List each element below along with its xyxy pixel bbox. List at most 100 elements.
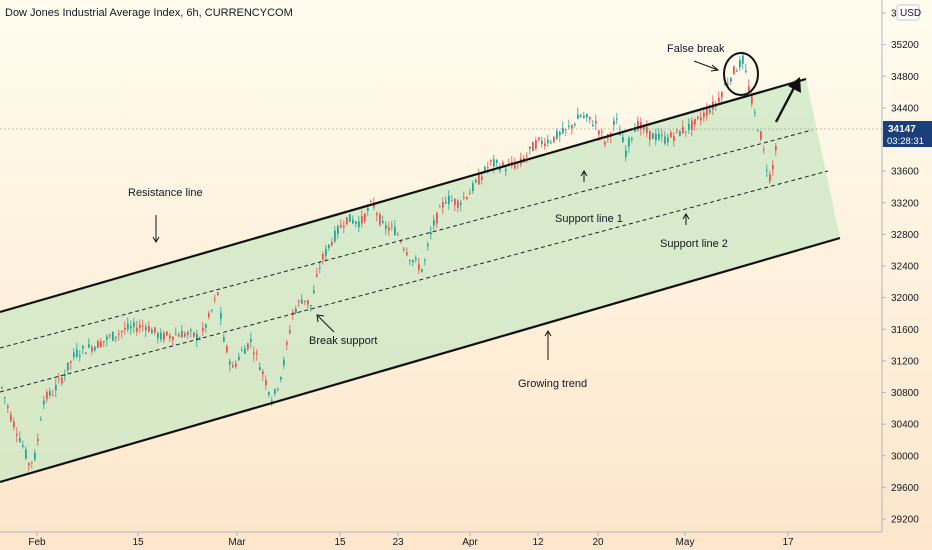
candle-body [67, 362, 69, 371]
candle-body [244, 348, 246, 354]
candle-body [499, 167, 501, 171]
price-tick-label: 34400 [891, 103, 919, 114]
time-axis-ticks: Feb 15 Mar 15 23 Apr 12 20 May 17 [28, 532, 794, 548]
candle-body [217, 292, 219, 295]
candle-body [622, 137, 624, 143]
candle-body [466, 197, 468, 200]
time-tick-label: Feb [28, 537, 46, 548]
candle-body [628, 137, 630, 147]
candle-body [277, 388, 279, 390]
candle-body [574, 123, 576, 126]
candle-body [691, 120, 693, 131]
candle-body [25, 449, 27, 459]
candle-body [367, 208, 369, 211]
candle-body [595, 121, 597, 124]
candle-body [706, 108, 708, 116]
candle-body [226, 346, 228, 353]
candle-body [301, 299, 303, 304]
candle-body [115, 336, 117, 338]
candle-body [625, 150, 627, 157]
candle-body [643, 126, 645, 130]
candle-body [70, 361, 72, 363]
candle-body [271, 400, 273, 403]
candle-body [13, 421, 15, 428]
candle-body [469, 193, 471, 195]
candle-body [151, 329, 153, 334]
candle-body [298, 300, 300, 302]
target-arrow-head [788, 77, 801, 93]
candle-body [481, 176, 483, 180]
price-tick-label: 30000 [891, 451, 919, 462]
candle-body [316, 274, 318, 277]
candle-body [484, 166, 486, 173]
candle-body [331, 242, 333, 246]
candle-body [289, 330, 291, 333]
candle-body [403, 248, 405, 250]
candle-body [433, 220, 435, 226]
candle-body [451, 200, 453, 202]
channel-fill [0, 79, 840, 482]
candle-body [589, 116, 591, 120]
candle-body [43, 400, 45, 405]
candle-body [73, 352, 75, 358]
candle-body [478, 174, 480, 185]
candle-body [430, 232, 432, 235]
candle-body [733, 66, 735, 74]
candle-body [415, 258, 417, 260]
price-tick-label: 31200 [891, 356, 919, 367]
candle-body [364, 213, 366, 222]
candle-body [529, 146, 531, 149]
candle-body [727, 83, 729, 85]
candle-body [16, 434, 18, 436]
candle-body [232, 365, 234, 368]
candle-body [394, 226, 396, 236]
candle-body [418, 264, 420, 270]
trend-support-line [0, 236, 841, 484]
candle-body [439, 206, 441, 208]
resistance-pointer-head [152, 236, 160, 243]
support1-label: Support line 1 [555, 213, 623, 225]
candle-body [175, 333, 177, 335]
candle-body [196, 333, 198, 341]
currency-badge[interactable] [896, 4, 920, 21]
candle-body [85, 352, 87, 355]
time-tick-label: 12 [532, 537, 544, 548]
candle-body [46, 392, 48, 400]
candle-body [253, 352, 255, 355]
candle-body [34, 452, 36, 460]
candle-body [688, 123, 690, 130]
candle-body [763, 149, 765, 151]
candle-body [304, 300, 306, 302]
candle-body [673, 136, 675, 141]
false-break-label: False break [667, 43, 725, 55]
candle-body [580, 115, 582, 117]
time-tick-label: May [676, 537, 695, 548]
candle-body [112, 331, 114, 341]
time-tick-label: 17 [782, 537, 794, 548]
false-break-pointer-head [710, 64, 720, 72]
candle-body [184, 333, 186, 337]
last-price-value: 34147 [888, 124, 916, 135]
candle-body [205, 324, 207, 328]
candle-body [751, 96, 753, 104]
candle-body [223, 337, 225, 342]
candle-body [55, 384, 57, 391]
candle-body [292, 312, 294, 315]
candle-body [322, 254, 324, 260]
candle-body [559, 132, 561, 136]
candle-body [343, 225, 345, 228]
candle-body [247, 343, 249, 350]
candle-body [133, 322, 135, 328]
candle-body [241, 350, 243, 352]
candle-body [262, 371, 264, 375]
candle-body [265, 379, 267, 385]
candle-body [319, 267, 321, 269]
price-tick-label: 32400 [891, 262, 919, 273]
candle-body [532, 142, 534, 151]
candle-body [373, 203, 375, 208]
time-tick-label: 20 [592, 537, 604, 548]
candle-body [493, 159, 495, 167]
candle-body [667, 137, 669, 143]
candle-body [613, 120, 615, 125]
